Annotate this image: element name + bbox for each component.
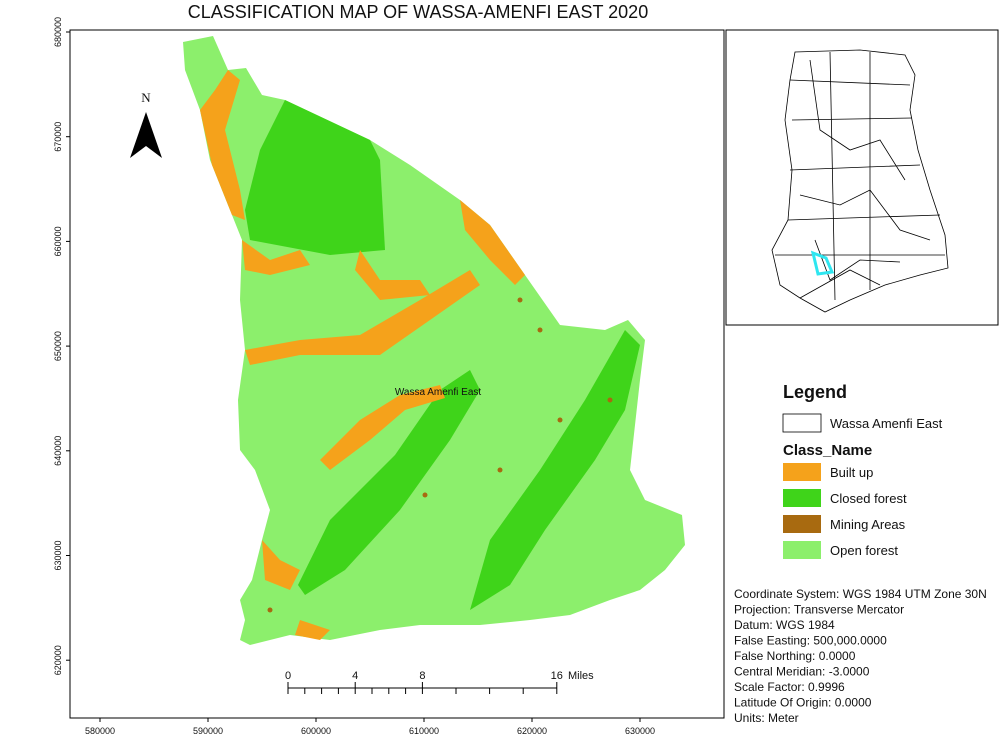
scale-label: 8 — [419, 670, 425, 682]
mining-area — [537, 327, 543, 333]
legend-label: Mining Areas — [830, 517, 906, 532]
coordinate-info: False Easting: 500,000.0000 — [734, 634, 887, 648]
coordinate-info: Datum: WGS 1984 — [734, 618, 835, 632]
x-tick-label: 630000 — [625, 726, 655, 736]
built-up-area — [262, 540, 300, 590]
north-arrow — [146, 112, 162, 158]
built-up-area — [295, 620, 330, 640]
open-forest-area — [183, 36, 685, 645]
legend-label: Closed forest — [830, 491, 907, 506]
map-frame — [69, 29, 725, 719]
ghana-inset — [771, 49, 949, 313]
scale-label: 0 — [285, 670, 291, 682]
x-tick-label: 620000 — [517, 726, 547, 736]
x-tick-label: 610000 — [409, 726, 439, 736]
coordinate-info: Latitude Of Origin: 0.0000 — [734, 696, 872, 710]
map-title: CLASSIFICATION MAP OF WASSA-AMENFI EAST … — [188, 2, 648, 22]
north-arrow — [130, 112, 146, 158]
mining-area — [497, 467, 503, 473]
coordinate-info: Central Meridian: -3.0000 — [734, 665, 870, 679]
coordinate-info: Projection: Transverse Mercator — [734, 603, 904, 617]
built-up-area — [200, 70, 245, 220]
north-label: N — [141, 90, 151, 105]
mining-area — [557, 417, 563, 423]
built-up-area — [460, 200, 525, 285]
y-tick-label: 640000 — [53, 436, 63, 466]
closed-forest-area — [470, 330, 640, 610]
scale-unit: Miles — [568, 670, 594, 682]
scale-label: 4 — [352, 670, 358, 682]
legend-swatch — [782, 413, 822, 433]
legend-title: Legend — [783, 382, 847, 402]
built-up-area — [245, 270, 480, 365]
built-up-area — [355, 250, 430, 300]
y-tick-label: 670000 — [53, 122, 63, 152]
legend-label: Wassa Amenfi East — [830, 416, 943, 431]
legend-subtitle: Class_Name — [783, 442, 872, 459]
legend-label: Open forest — [830, 543, 898, 558]
closed-forest-area — [245, 100, 385, 255]
closed-forest-area — [298, 370, 480, 595]
legend-swatch — [783, 541, 821, 559]
district-label: Wassa Amenfi East — [395, 387, 482, 398]
coordinate-info: False Northing: 0.0000 — [734, 649, 856, 663]
mining-area — [267, 607, 273, 613]
built-up-area — [320, 385, 445, 470]
y-tick-label: 650000 — [53, 331, 63, 361]
x-tick-label: 580000 — [85, 726, 115, 736]
x-tick-label: 600000 — [301, 726, 331, 736]
district-map — [183, 36, 685, 645]
mining-area — [422, 492, 428, 498]
coordinate-info: Coordinate System: WGS 1984 UTM Zone 30N — [734, 587, 987, 601]
scale-label: 16 — [551, 670, 563, 682]
y-tick-label: 620000 — [53, 645, 63, 675]
built-up-area — [242, 240, 310, 275]
scale-bar: 0 4 8 16 Miles — [285, 670, 594, 694]
y-tick-label: 680000 — [53, 17, 63, 47]
legend-swatch — [783, 463, 821, 481]
legend-label: Built up — [830, 465, 873, 480]
mining-area — [517, 297, 523, 303]
y-tick-label: 660000 — [53, 226, 63, 256]
inset-frame — [725, 29, 999, 326]
legend-swatch — [783, 489, 821, 507]
x-tick-label: 590000 — [193, 726, 223, 736]
y-tick-label: 630000 — [53, 540, 63, 570]
coordinate-info: Scale Factor: 0.9996 — [734, 680, 845, 694]
mining-area — [607, 397, 613, 403]
legend-swatch — [783, 515, 821, 533]
coordinate-info: Units: Meter — [734, 711, 799, 725]
legend: Legend Wassa Amenfi East Class_Name Buil… — [782, 382, 943, 559]
